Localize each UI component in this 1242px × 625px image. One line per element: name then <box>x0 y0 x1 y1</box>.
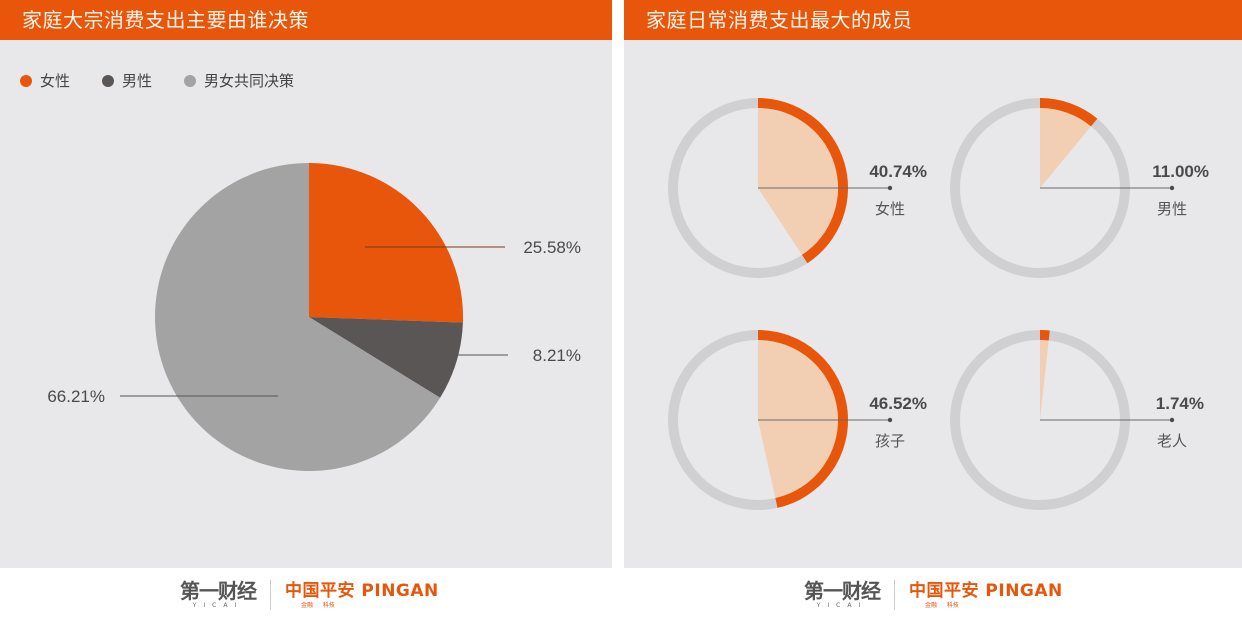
legend-label: 女性 <box>40 72 71 90</box>
donut-value: 1.74% <box>1156 394 1204 413</box>
leader-lines <box>120 246 508 397</box>
donut-label: 孩子 <box>875 432 905 450</box>
legend-item-joint: 男女共同决策 <box>184 70 294 91</box>
pingan-logo-sub: 金融 科技 <box>301 602 335 609</box>
right-panel-title: 家庭日常消费支出最大的成员 <box>624 0 1242 40</box>
donut-label: 男性 <box>1157 200 1187 218</box>
footer-logos: 第一财经 YICAI 中国平安 PINGAN 金融 科技 <box>804 580 1063 610</box>
yicai-logo: 第一财经 YICAI <box>180 579 257 610</box>
main-pie-chart: 25.58% 8.21% 66.21% <box>47 163 581 472</box>
left-footer: 第一财经 YICAI 中国平安 PINGAN 金融 科技 <box>0 568 612 625</box>
donut-child: 46.52% 孩子 <box>668 330 927 510</box>
logo-divider <box>270 580 271 610</box>
donut-label: 女性 <box>875 200 905 218</box>
donut-leader-dot-icon <box>1169 185 1175 191</box>
footer-logos: 第一财经 YICAI 中国平安 PINGAN 金融 科技 <box>180 580 439 610</box>
donut-progress-arc <box>1039 330 1050 341</box>
left-chart-panel: 家庭大宗消费支出主要由谁决策 女性 男性 男女共同决策 25.58% 8.21%… <box>0 0 612 568</box>
yicai-logo-sub: YICAI <box>192 602 244 609</box>
donut-fill-sector <box>1040 340 1049 420</box>
donut-value: 46.52% <box>869 394 927 413</box>
legend-dot-icon <box>20 74 32 87</box>
yicai-logo-text: 第一财经 <box>180 579 257 603</box>
right-chart-panel: 家庭日常消费支出最大的成员 40.74% 女性 11.00% 男性 46.52%… <box>624 0 1242 568</box>
left-panel-title: 家庭大宗消费支出主要由谁决策 <box>0 0 612 40</box>
legend-label: 男性 <box>122 72 153 90</box>
legend-dot-icon <box>184 74 197 87</box>
donut-leader-dot-icon <box>1169 417 1175 423</box>
pie-slice-female <box>309 163 463 323</box>
pingan-logo-sub: 金融 科技 <box>925 602 959 609</box>
donut-elderly: 1.74% 老人 <box>950 330 1204 510</box>
donut-female: 40.74% 女性 <box>668 98 927 278</box>
legend-item-female: 女性 <box>20 70 70 91</box>
yicai-logo-text: 第一财经 <box>804 579 881 603</box>
legend-dot-icon <box>102 74 115 87</box>
donut-fill-sector <box>758 108 838 255</box>
label-male-pct: 8.21% <box>533 346 581 365</box>
pingan-logo: 中国平安 PINGAN 金融 科技 <box>909 580 1063 610</box>
label-joint-pct: 66.21% <box>47 387 105 406</box>
donut-value: 40.74% <box>869 162 927 181</box>
pie-slice-joint <box>154 163 441 472</box>
donut-label: 老人 <box>1157 432 1187 450</box>
yicai-logo-sub: YICAI <box>816 602 868 609</box>
donut-progress-arc <box>757 330 848 508</box>
donut-progress-arc <box>757 98 848 264</box>
donut-leader-dot-icon <box>887 185 893 191</box>
pie-legend: 女性 男性 男女共同决策 <box>20 70 326 91</box>
legend-item-male: 男性 <box>102 70 152 91</box>
donut-leader-dot-icon <box>887 417 893 423</box>
pingan-logo: 中国平安 PINGAN 金融 科技 <box>285 580 439 610</box>
pie-slices <box>154 163 463 472</box>
donut-progress-arc <box>1039 98 1098 127</box>
pingan-logo-text: 中国平安 PINGAN <box>285 581 439 601</box>
logo-divider <box>894 580 895 610</box>
legend-label: 男女共同决策 <box>204 72 295 90</box>
donut-charts: 40.74% 女性 11.00% 男性 46.52% 孩子 1.74% 老人 <box>668 98 1209 510</box>
pie-slice-male <box>309 317 463 398</box>
pingan-logo-text: 中国平安 PINGAN <box>909 581 1063 601</box>
label-female-pct: 25.58% <box>523 238 581 257</box>
right-footer: 第一财经 YICAI 中国平安 PINGAN 金融 科技 <box>624 568 1242 625</box>
donut-fill-sector <box>1040 108 1091 188</box>
yicai-logo: 第一财经 YICAI <box>804 579 881 610</box>
donut-value: 11.00% <box>1152 162 1209 181</box>
donut-fill-sector <box>758 340 838 499</box>
donut-male: 11.00% 男性 <box>950 98 1209 278</box>
